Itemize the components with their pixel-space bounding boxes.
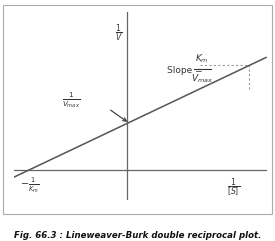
Text: Slope =: Slope = (167, 66, 205, 75)
Text: $-\frac{1}{K_m}$: $-\frac{1}{K_m}$ (20, 175, 40, 195)
Text: Fig. 66.3 : Lineweaver-Burk double reciprocal plot.: Fig. 66.3 : Lineweaver-Burk double recip… (14, 231, 261, 240)
Text: $\frac{1}{V_{max}}$: $\frac{1}{V_{max}}$ (62, 90, 80, 110)
Text: $V_{max}$: $V_{max}$ (191, 72, 213, 85)
Text: $\frac{1}{V}$: $\frac{1}{V}$ (115, 23, 123, 44)
Text: $\frac{1}{[S]}$: $\frac{1}{[S]}$ (227, 176, 240, 198)
Text: $K_m$: $K_m$ (195, 52, 209, 65)
